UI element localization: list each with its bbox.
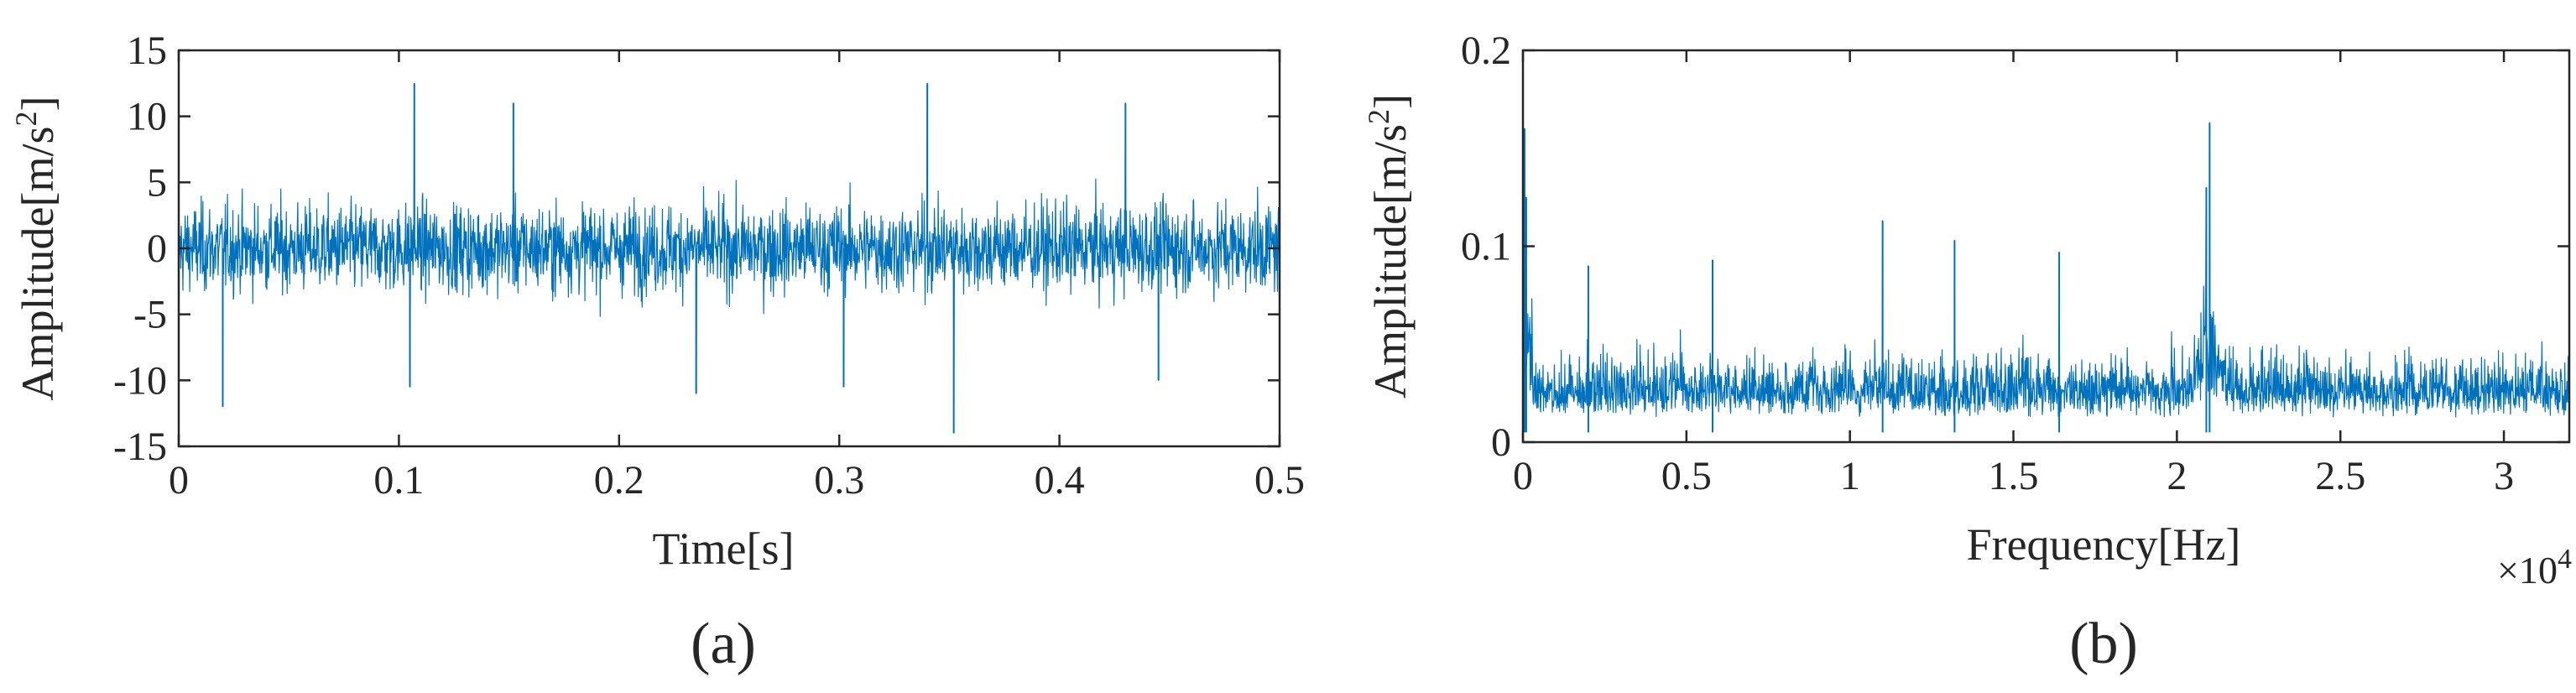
chart-b-x-tick-label: 1 xyxy=(1840,454,1860,498)
chart-a-y-tick-label: 0 xyxy=(147,227,167,271)
chart-a-x-tick-label: 0.3 xyxy=(814,458,864,503)
chart-a-x-ticks: 0 0.1 0.2 0.3 0.4 0.5 xyxy=(169,50,1305,503)
chart-b-y-tick-label: 0.1 xyxy=(1461,225,1511,269)
chart-a-time-signal xyxy=(178,82,1280,434)
chart-a-y-axis-label: Amplitude[m/s2] xyxy=(9,96,63,401)
chart-b-y-ticks: 0 0.1 0.2 xyxy=(1461,29,2569,465)
chart-b-x-tick-label: 0.5 xyxy=(1661,454,1712,498)
chart-b-x-tick-label: 0 xyxy=(1513,454,1533,498)
chart-a-x-tick-label: 0.5 xyxy=(1254,458,1305,503)
chart-a-x-axis-label: Time[s] xyxy=(652,524,794,574)
chart-a-x-tick-label: 0.4 xyxy=(1035,458,1085,503)
chart-b-x-multiplier-base: ×10 xyxy=(2497,549,2558,591)
chart-b-x-axis-label: Frequency[Hz] xyxy=(1967,519,2241,570)
chart-b-y-axis-label-main: Amplitude[m/s xyxy=(1365,124,1416,399)
chart-b-series-line xyxy=(1522,122,2570,418)
chart-b-y-axis-label-sup: 2 xyxy=(1362,109,1395,124)
chart-b-x-tick-label: 1.5 xyxy=(1989,454,2039,498)
chart-b-caption: (b) xyxy=(2069,612,2138,676)
chart-b-spectrum xyxy=(1522,122,2570,433)
chart-b-x-tick-label: 3 xyxy=(2494,454,2514,498)
chart-b-y-axis-label: Amplitude[m/s2] xyxy=(1362,94,1416,399)
chart-b-x-tick-label: 2.5 xyxy=(2315,454,2365,498)
chart-a-y-ticks: -15 -10 -5 0 5 10 15 xyxy=(113,29,1280,469)
chart-b-x-multiplier-exponent: 4 xyxy=(2558,544,2572,575)
chart-a-y-axis-label-sup: 2 xyxy=(9,112,43,127)
chart-b-x-tick-label: 2 xyxy=(2167,454,2187,498)
chart-b-x-multiplier: ×104 xyxy=(2497,544,2572,592)
chart-a-y-tick-label: -5 xyxy=(133,293,167,337)
chart-a-y-tick-label: 5 xyxy=(147,160,167,205)
chart-b-y-tick-label: 0 xyxy=(1491,420,1511,465)
chart-a-caption: (a) xyxy=(691,612,756,676)
chart-a-x-tick-label: 0.1 xyxy=(373,458,424,503)
chart-a-x-tick-label: 0.2 xyxy=(594,458,644,503)
chart-b-y-tick-label: 0.2 xyxy=(1461,29,1511,73)
chart-b-y-axis-label-suffix: ] xyxy=(1365,94,1416,109)
chart-a-y-tick-label: 10 xyxy=(127,95,167,139)
chart-a-series-line xyxy=(178,82,1280,434)
chart-b: 0 0.5 1 1.5 2 2.5 3 0 0.1 0.2 Frequency[Hz] Ampl… xyxy=(1362,29,2572,676)
chart-a-x-tick-label: 0 xyxy=(169,458,189,503)
chart-a-y-tick-label: -15 xyxy=(113,425,167,469)
chart-a-y-tick-label: 15 xyxy=(127,29,167,73)
chart-b-x-ticks: 0 0.5 1 1.5 2 2.5 3 xyxy=(1513,50,2514,498)
chart-a-y-axis-label-main: Amplitude[m/s xyxy=(13,127,63,401)
chart-a-y-axis-label-suffix: ] xyxy=(13,96,63,112)
chart-a-y-tick-label: -10 xyxy=(113,358,167,403)
